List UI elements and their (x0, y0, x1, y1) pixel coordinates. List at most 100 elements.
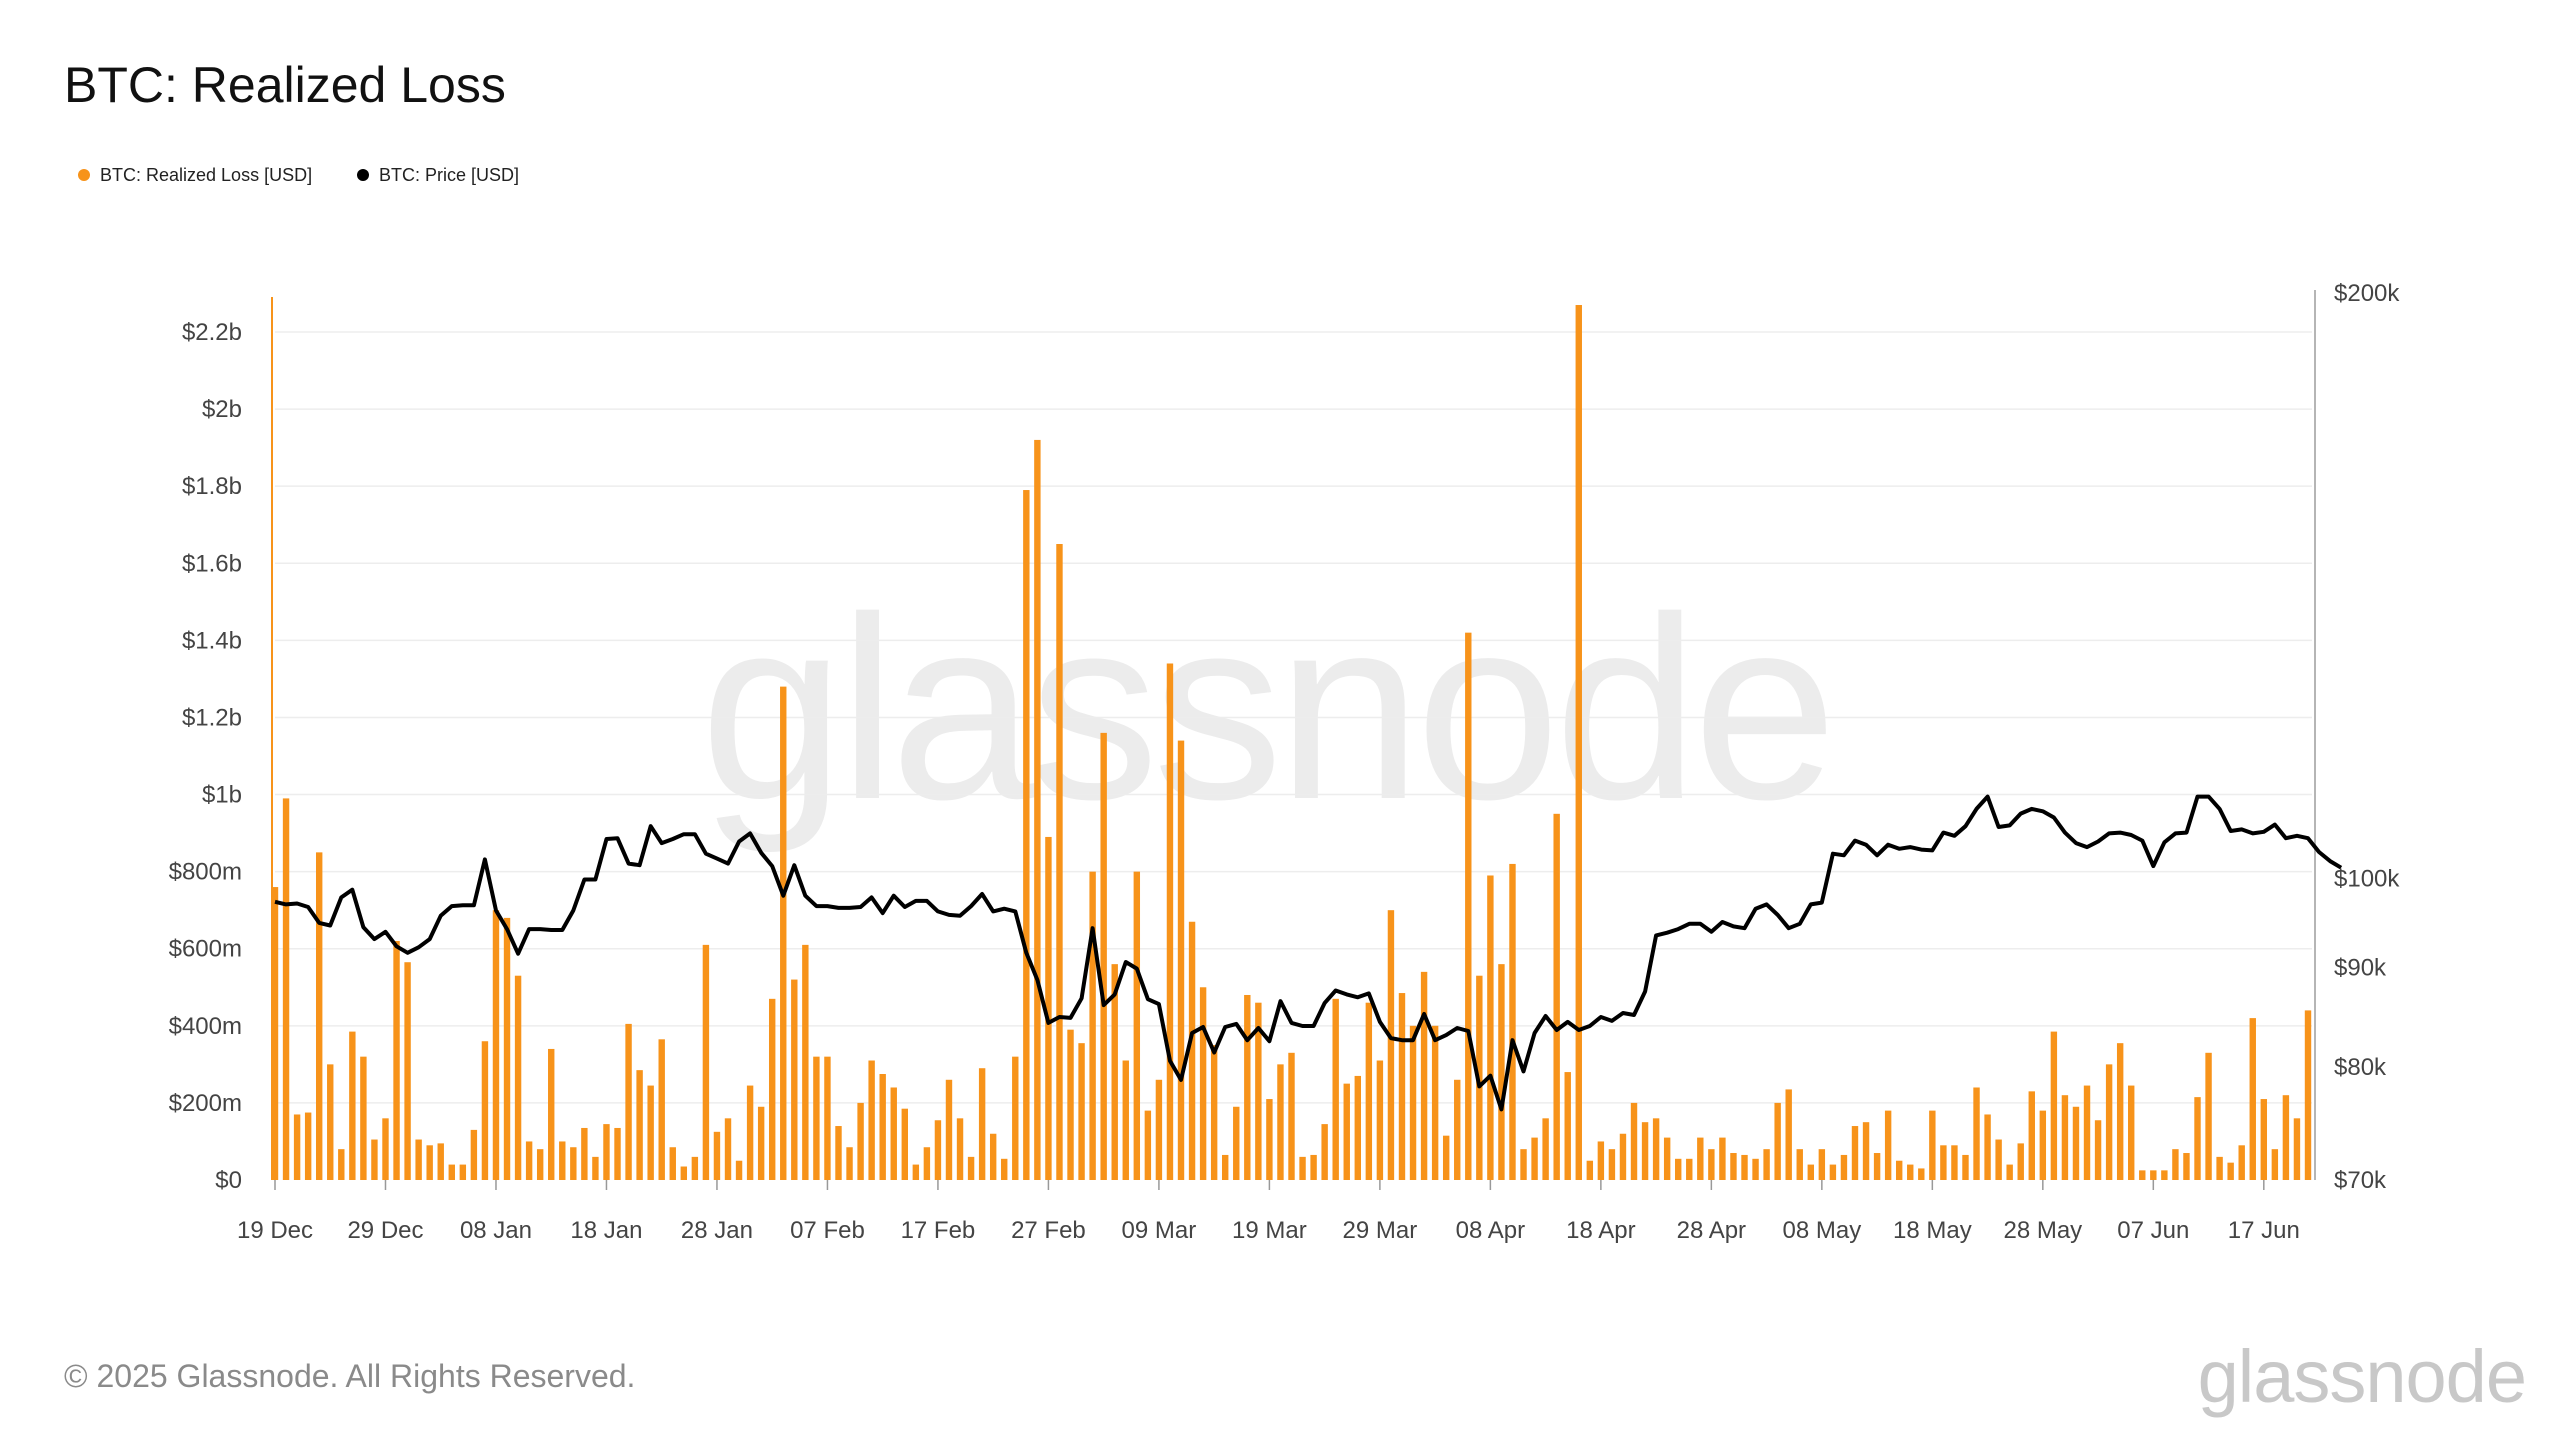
loss-bar (514, 975, 522, 1180)
loss-bar (2105, 1064, 2113, 1180)
loss-bar (1741, 1154, 1748, 1180)
glassnode-watermark: glassnode (700, 564, 1837, 854)
loss-bar (658, 1039, 665, 1180)
loss-bar (735, 1160, 743, 1180)
y-tick-label: $200m (169, 1090, 242, 1117)
loss-bar (1862, 1122, 1870, 1180)
loss-bar (349, 1031, 356, 1180)
y-right-tick-label: $70k (2334, 1167, 2387, 1194)
loss-bar (492, 910, 500, 1180)
price-line (274, 794, 2343, 1112)
loss-bar (636, 1070, 643, 1180)
loss-bar (890, 1087, 897, 1180)
loss-bar (2139, 1170, 2146, 1180)
loss-bar (647, 1085, 654, 1180)
y-tick-label: $1b (202, 782, 242, 809)
loss-bar (2150, 1170, 2157, 1180)
loss-bar (371, 1139, 378, 1180)
loss-bar (1166, 663, 1174, 1180)
loss-bar (1376, 1060, 1384, 1180)
loss-bar (1498, 964, 1505, 1180)
loss-bar (415, 1139, 422, 1180)
loss-bar (548, 1048, 555, 1180)
x-tick-label: 07 Feb (790, 1217, 865, 1244)
copyright-text: © 2025 Glassnode. All Rights Reserved. (64, 1358, 636, 1394)
loss-bar (1365, 1002, 1373, 1180)
x-axis-ticks: 19 Dec 29 Dec 08 Jan 18 Jan 28 Jan 07 Feb 17 F… (237, 1180, 2300, 1244)
loss-bar (2039, 1110, 2047, 1180)
loss-bar (1045, 836, 1052, 1180)
loss-bar (1056, 544, 1063, 1180)
y-tick-label: $800m (169, 859, 242, 886)
loss-bar (459, 1164, 467, 1180)
loss-bar (338, 1149, 345, 1180)
x-tick-label: 07 Jun (2117, 1217, 2189, 1244)
loss-bar (1564, 1072, 1571, 1180)
x-tick-label: 19 Dec (237, 1217, 313, 1244)
loss-bar (791, 979, 798, 1180)
y-tick-label: $1.4b (182, 627, 242, 654)
loss-bar (1177, 740, 1185, 1180)
loss-bar (437, 1143, 444, 1180)
loss-bar (1233, 1106, 1240, 1180)
loss-bar (1553, 813, 1560, 1180)
loss-bar (2293, 1118, 2301, 1180)
loss-bar (1675, 1158, 1682, 1180)
loss-bar (1719, 1137, 1726, 1180)
loss-bar (1067, 1029, 1074, 1180)
loss-bar (669, 1147, 676, 1180)
x-tick-label: 29 Dec (347, 1217, 423, 1244)
loss-bar (2072, 1106, 2080, 1180)
legend-item-realized-loss[interactable]: BTC: Realized Loss [USD] (78, 160, 312, 190)
loss-bar (1310, 1154, 1317, 1180)
loss-bar (1608, 1149, 1616, 1180)
legend-swatch-black (357, 169, 369, 181)
loss-bar (1708, 1149, 1715, 1180)
x-tick-label: 28 May (2003, 1217, 2082, 1244)
x-tick-label: 08 Apr (1456, 1217, 1525, 1244)
loss-bar (1144, 1110, 1152, 1180)
loss-bar (1619, 1133, 1627, 1180)
loss-bar (1531, 1137, 1538, 1180)
x-tick-label: 18 Jan (570, 1217, 642, 1244)
loss-bar (1575, 305, 1582, 1180)
loss-bar (1785, 1089, 1792, 1180)
loss-bar (1895, 1160, 1903, 1180)
loss-bar (1487, 875, 1494, 1180)
loss-bar (293, 1114, 301, 1180)
x-tick-label: 08 Jan (460, 1217, 532, 1244)
loss-bar (614, 1127, 621, 1180)
loss-bar (304, 1112, 312, 1180)
legend-swatch-orange (78, 169, 90, 181)
loss-bar (2050, 1031, 2058, 1180)
loss-bar (1409, 1025, 1417, 1180)
loss-bar (525, 1141, 533, 1180)
left-axis-ticks: $0 $200m $400m $600m $800m $1b $1.2b $1.4b $1.6b… (169, 319, 242, 1194)
legend-label: BTC: Realized Loss [USD] (100, 164, 313, 185)
loss-bar (1542, 1118, 1549, 1180)
y-right-tick-label: $100k (2334, 866, 2400, 893)
loss-bar (923, 1147, 931, 1180)
loss-bar (912, 1164, 920, 1180)
loss-bar (1962, 1154, 1969, 1180)
loss-bar (1288, 1052, 1295, 1180)
loss-bar (1199, 987, 1207, 1180)
loss-bar (846, 1147, 853, 1180)
loss-bar (1929, 1110, 1936, 1180)
loss-bar (1465, 632, 1472, 1180)
legend-item-price[interactable]: BTC: Price [USD] (357, 160, 519, 190)
loss-bar (680, 1166, 688, 1180)
loss-bar (1332, 998, 1339, 1180)
loss-bar (592, 1156, 599, 1180)
y-right-tick-label: $80k (2334, 1054, 2387, 1081)
glassnode-logo: glassnode (2197, 1335, 2527, 1418)
loss-bar (1089, 871, 1096, 1180)
loss-bar (1918, 1168, 1925, 1180)
loss-bar (702, 944, 710, 1180)
loss-bar (2028, 1091, 2035, 1180)
loss-bar (315, 852, 323, 1180)
x-tick-label: 18 Apr (1566, 1217, 1635, 1244)
loss-bar (2227, 1162, 2234, 1180)
loss-bar (382, 1118, 389, 1180)
